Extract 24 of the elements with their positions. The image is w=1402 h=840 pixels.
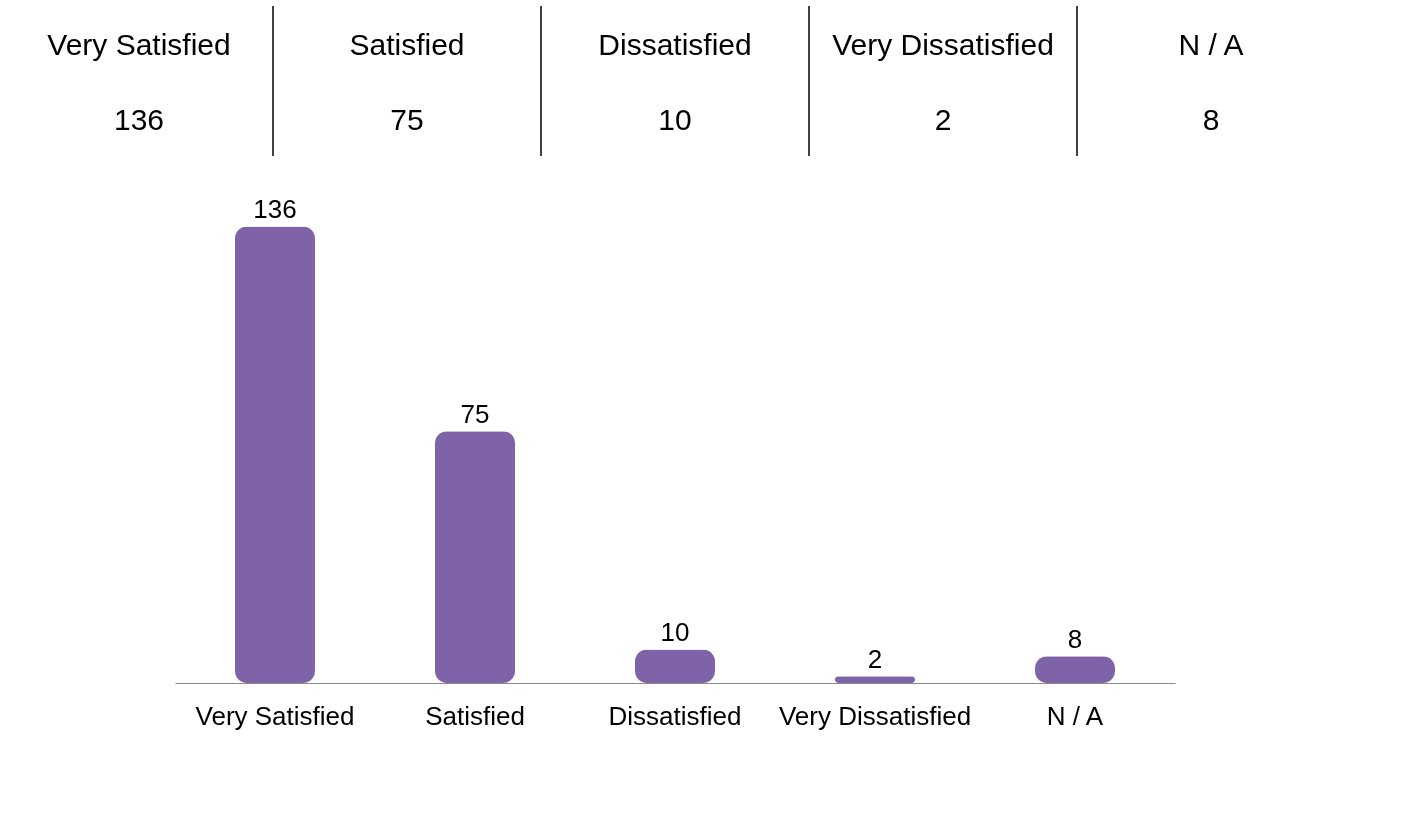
text: 75 [390, 103, 424, 136]
bar [235, 226, 315, 683]
x-tick-label: Dissatisfied [608, 700, 742, 731]
x-tick-label: Satisfied [425, 700, 525, 731]
data-label: 10 [660, 617, 690, 648]
category-label: Very Satisfied [47, 28, 231, 61]
category-label: Satisfied [349, 28, 465, 61]
data-label: 75 [460, 399, 490, 430]
data-label: 8 [1067, 624, 1083, 655]
data-label: 2 [867, 644, 883, 675]
text: 8 [1202, 103, 1220, 136]
x-tick-label: Very Satisfied [195, 700, 355, 731]
bar [635, 649, 715, 683]
data-label: 136 [253, 194, 297, 225]
text: 136 [113, 103, 165, 136]
text: 10 [658, 103, 692, 136]
x-tick-label: Very Dissatisfied [778, 700, 972, 731]
category-label: Very Dissatisfied [832, 28, 1054, 61]
x-tick-label: N / A [1046, 700, 1104, 731]
bar [1035, 656, 1115, 683]
category-label: Dissatisfied [598, 28, 752, 61]
bar [435, 431, 515, 683]
text: 2 [934, 103, 952, 136]
category-label: N / A [1178, 28, 1244, 61]
